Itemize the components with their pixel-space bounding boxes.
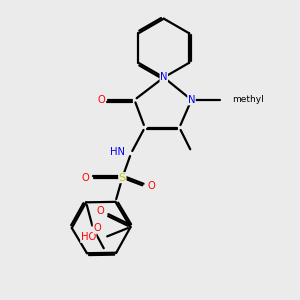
Text: S: S xyxy=(119,172,126,183)
Text: O: O xyxy=(81,172,89,183)
Text: O: O xyxy=(93,223,101,233)
Text: HO: HO xyxy=(81,232,96,242)
Text: O: O xyxy=(97,95,105,105)
Text: O: O xyxy=(97,206,104,217)
Text: N: N xyxy=(160,72,168,82)
Text: methyl: methyl xyxy=(232,95,264,104)
Text: HN: HN xyxy=(110,147,125,157)
Text: O: O xyxy=(147,181,155,191)
Text: N: N xyxy=(188,95,195,105)
